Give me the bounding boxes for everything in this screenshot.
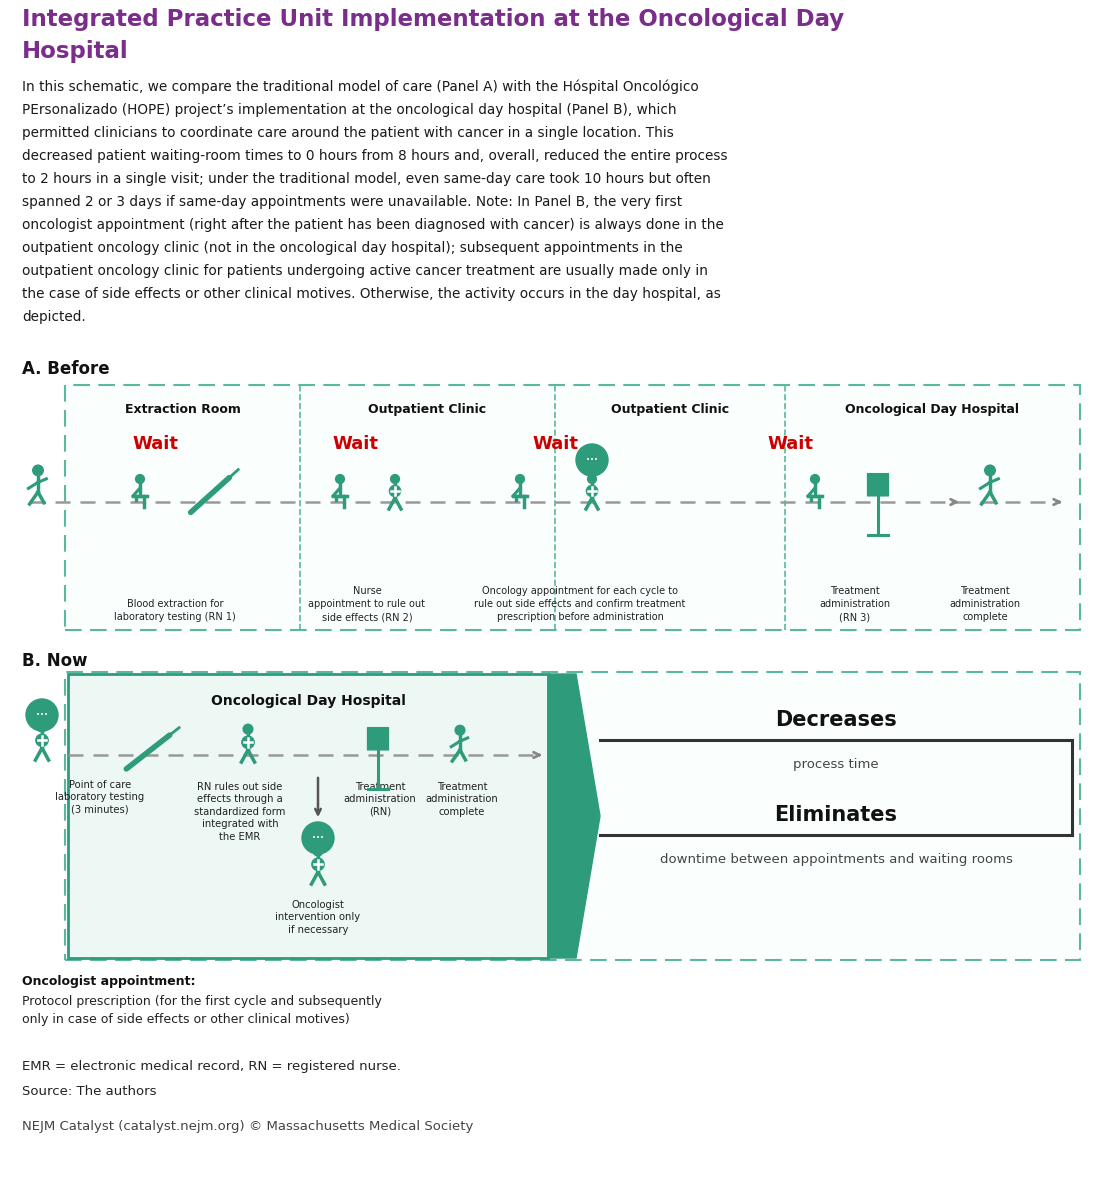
- Circle shape: [27, 698, 57, 731]
- Circle shape: [35, 734, 49, 746]
- Text: NEJM Catalyst (catalyst.nejm.org) © Massachusetts Medical Society: NEJM Catalyst (catalyst.nejm.org) © Mass…: [22, 1120, 473, 1133]
- Text: outpatient oncology clinic for patients undergoing active cancer treatment are u: outpatient oncology clinic for patients …: [22, 264, 708, 278]
- Text: Wait: Wait: [131, 434, 178, 452]
- Text: •••: •••: [312, 835, 324, 841]
- Bar: [65, 672, 1080, 960]
- Text: depicted.: depicted.: [22, 310, 86, 324]
- Circle shape: [516, 474, 525, 484]
- Text: Eliminates: Eliminates: [775, 805, 897, 826]
- Text: •••: •••: [36, 712, 48, 718]
- Circle shape: [38, 722, 46, 732]
- Text: Outpatient Clinic: Outpatient Clinic: [368, 403, 486, 416]
- FancyBboxPatch shape: [368, 727, 389, 750]
- Circle shape: [455, 725, 465, 736]
- Bar: [65, 385, 1080, 630]
- Text: Blood extraction for
laboratory testing (RN 1): Blood extraction for laboratory testing …: [114, 599, 235, 622]
- Circle shape: [302, 822, 334, 854]
- Text: Oncological Day Hospital: Oncological Day Hospital: [845, 403, 1019, 416]
- Text: downtime between appointments and waiting rooms: downtime between appointments and waitin…: [660, 853, 1012, 866]
- Circle shape: [390, 474, 399, 484]
- Text: B. Now: B. Now: [22, 652, 87, 670]
- Text: Oncologist
intervention only
if necessary: Oncologist intervention only if necessar…: [275, 900, 360, 935]
- Text: Wait: Wait: [532, 434, 578, 452]
- Circle shape: [243, 725, 253, 734]
- Circle shape: [576, 444, 608, 476]
- Text: Extraction Room: Extraction Room: [125, 403, 241, 416]
- Text: EMR = electronic medical record, RN = registered nurse.: EMR = electronic medical record, RN = re…: [22, 1060, 401, 1073]
- Text: Treatment
administration
(RN): Treatment administration (RN): [344, 782, 417, 817]
- Text: Decreases: Decreases: [775, 710, 897, 730]
- Text: outpatient oncology clinic (not in the oncological day hospital); subsequent app: outpatient oncology clinic (not in the o…: [22, 241, 683, 254]
- Text: Treatment
administration
(RN 3): Treatment administration (RN 3): [820, 587, 891, 622]
- Text: Treatment
administration
complete: Treatment administration complete: [425, 782, 498, 817]
- Text: RN rules out side
effects through a
standardized form
integrated with
the EMR: RN rules out side effects through a stan…: [194, 782, 286, 841]
- Text: Protocol prescription (for the first cycle and subsequently
only in case of side: Protocol prescription (for the first cyc…: [22, 995, 382, 1026]
- Circle shape: [313, 846, 323, 856]
- FancyBboxPatch shape: [867, 474, 888, 496]
- Text: Oncologist appointment:: Oncologist appointment:: [22, 974, 196, 988]
- Text: Outpatient Clinic: Outpatient Clinic: [611, 403, 729, 416]
- Text: Oncology appointment for each cycle to
rule out side effects and confirm treatme: Oncology appointment for each cycle to r…: [474, 587, 686, 622]
- Circle shape: [588, 474, 597, 484]
- Text: Integrated Practice Unit Implementation at the Oncological Day: Integrated Practice Unit Implementation …: [22, 8, 844, 31]
- Text: •••: •••: [586, 457, 598, 463]
- Text: Wait: Wait: [767, 434, 813, 452]
- Circle shape: [336, 474, 345, 484]
- Text: Point of care
laboratory testing
(3 minutes): Point of care laboratory testing (3 minu…: [55, 780, 145, 815]
- Circle shape: [312, 858, 324, 870]
- Text: Hospital: Hospital: [22, 40, 128, 62]
- Bar: [69, 674, 548, 958]
- Circle shape: [985, 466, 996, 475]
- Polygon shape: [548, 674, 600, 958]
- Text: Nurse
appointment to rule out
side effects (RN 2): Nurse appointment to rule out side effec…: [308, 587, 425, 622]
- Text: A. Before: A. Before: [22, 360, 109, 378]
- Text: process time: process time: [793, 758, 878, 770]
- Text: PErsonalizado (HOPE) project’s implementation at the oncological day hospital (P: PErsonalizado (HOPE) project’s implement…: [22, 103, 676, 116]
- Circle shape: [136, 474, 145, 484]
- Circle shape: [587, 485, 598, 497]
- Text: to 2 hours in a single visit; under the traditional model, even same-day care to: to 2 hours in a single visit; under the …: [22, 172, 711, 186]
- Circle shape: [811, 474, 820, 484]
- Circle shape: [33, 466, 43, 475]
- Text: decreased patient waiting-room times to 0 hours from 8 hours and, overall, reduc: decreased patient waiting-room times to …: [22, 149, 727, 163]
- Circle shape: [242, 736, 254, 749]
- Text: permitted clinicians to coordinate care around the patient with cancer in a sing: permitted clinicians to coordinate care …: [22, 126, 674, 140]
- Text: the case of side effects or other clinical motives. Otherwise, the activity occu: the case of side effects or other clinic…: [22, 287, 720, 301]
- Text: Wait: Wait: [332, 434, 378, 452]
- Text: oncologist appointment (right after the patient has been diagnosed with cancer) : oncologist appointment (right after the …: [22, 218, 724, 232]
- Text: Source: The authors: Source: The authors: [22, 1085, 157, 1098]
- Text: Oncological Day Hospital: Oncological Day Hospital: [211, 694, 406, 708]
- Circle shape: [389, 485, 401, 497]
- Text: spanned 2 or 3 days if same-day appointments were unavailable. Note: In Panel B,: spanned 2 or 3 days if same-day appointm…: [22, 194, 682, 209]
- Text: Treatment
administration
complete: Treatment administration complete: [949, 587, 1021, 622]
- Text: In this schematic, we compare the traditional model of care (Panel A) with the H: In this schematic, we compare the tradit…: [22, 80, 698, 95]
